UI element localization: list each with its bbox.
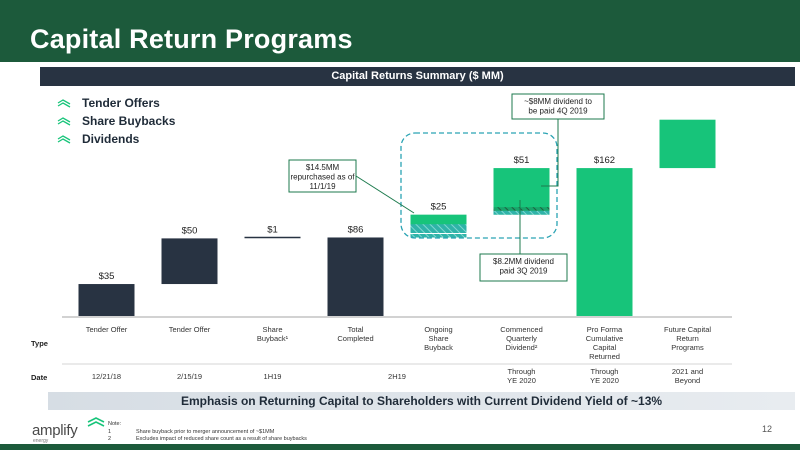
data-label: $51 — [514, 155, 530, 166]
company-logo-sub: energy — [33, 438, 49, 444]
annotation-text: ~$8MM dividend to be paid 4Q 2019 — [524, 97, 592, 116]
company-logo: amplify — [32, 422, 78, 439]
data-label: $162 — [594, 155, 615, 166]
note-item: 2 Excludes impact of reduced share count … — [108, 436, 307, 442]
legend-label: Share Buybacks — [82, 114, 176, 128]
footnotes: Note: 1 Share buyback prior to merger ann… — [108, 421, 307, 444]
date-label: 2021 and Beyond — [672, 367, 703, 385]
note-item: 1 Share buyback prior to merger announcem… — [108, 428, 275, 435]
data-label: $50 — [182, 225, 198, 236]
bar-proforma — [576, 168, 633, 316]
footer-bar — [0, 444, 800, 450]
header-bar: Capital Return Programs — [0, 0, 800, 62]
data-label: $86 — [348, 224, 364, 235]
tick-label: Future Capital Return Programs — [664, 325, 711, 352]
date-row-label: Date — [31, 373, 47, 382]
tick-label: Pro Forma Cumulative Capital Returned — [586, 325, 624, 361]
type-row-label: Type — [31, 339, 48, 348]
legend-swoosh-icon — [57, 99, 71, 108]
annotation-text: $8.2MM dividend paid 3Q 2019 — [493, 257, 554, 276]
bar-hatch-repurchased — [410, 224, 467, 238]
bar-future — [659, 119, 716, 169]
notes-heading: Note: — [108, 421, 122, 427]
tick-label: Tender Offer — [169, 325, 211, 334]
tick-label: Share Buyback¹ — [257, 325, 289, 343]
connector-line — [355, 175, 415, 214]
data-label: $35 — [99, 271, 115, 282]
bar-hatch-dividend-paid — [493, 210, 550, 215]
legend-label: Tender Offers — [82, 96, 160, 110]
emphasis-banner: Emphasis on Returning Capital to Shareho… — [48, 392, 795, 410]
date-label: 12/21/18 — [92, 372, 121, 381]
chart-svg: Tender Offers Share Buybacks Dividends $35… — [31, 93, 732, 385]
bar-dividend — [493, 168, 550, 215]
data-label: $25 — [431, 202, 447, 213]
date-label: 1H19 — [264, 372, 282, 381]
annotation-repurchased: $14.5MM repurchased as of 11/1/19 — [288, 159, 357, 193]
tick-label: Total Completed — [337, 325, 373, 343]
bar-tender — [78, 284, 135, 316]
page-number: 12 — [762, 424, 773, 434]
date-label: Through YE 2020 — [507, 367, 536, 385]
data-label: $1 — [267, 224, 278, 235]
annotation-text: $14.5MM repurchased as of 11/1/19 — [290, 163, 355, 191]
date-label: Through YE 2020 — [590, 367, 619, 385]
logo-mark-icon — [87, 417, 105, 427]
bar-hatch-dividend — [493, 207, 550, 211]
tick-label: Tender Offer — [86, 325, 128, 334]
bar-total — [327, 237, 384, 316]
date-label: 2/15/19 — [177, 372, 202, 381]
date-label: 2H19 — [388, 372, 406, 381]
chart-subheader: Capital Returns Summary ($ MM) — [40, 67, 795, 86]
connector-line — [541, 119, 559, 187]
legend-swoosh-icon — [57, 135, 71, 144]
annotation-dividend-3q: $8.2MM dividend paid 3Q 2019 — [479, 253, 568, 282]
bar-tender — [161, 238, 218, 285]
tick-label: Ongoing Share Buyback — [424, 325, 453, 352]
page-title: Capital Return Programs — [30, 24, 353, 54]
annotation-dividend-4q: ~$8MM dividend to be paid 4Q 2019 — [511, 93, 605, 120]
tick-label: Commenced Quarterly Dividend² — [500, 325, 543, 352]
legend-label: Dividends — [82, 132, 140, 146]
legend-swoosh-icon — [57, 117, 71, 126]
